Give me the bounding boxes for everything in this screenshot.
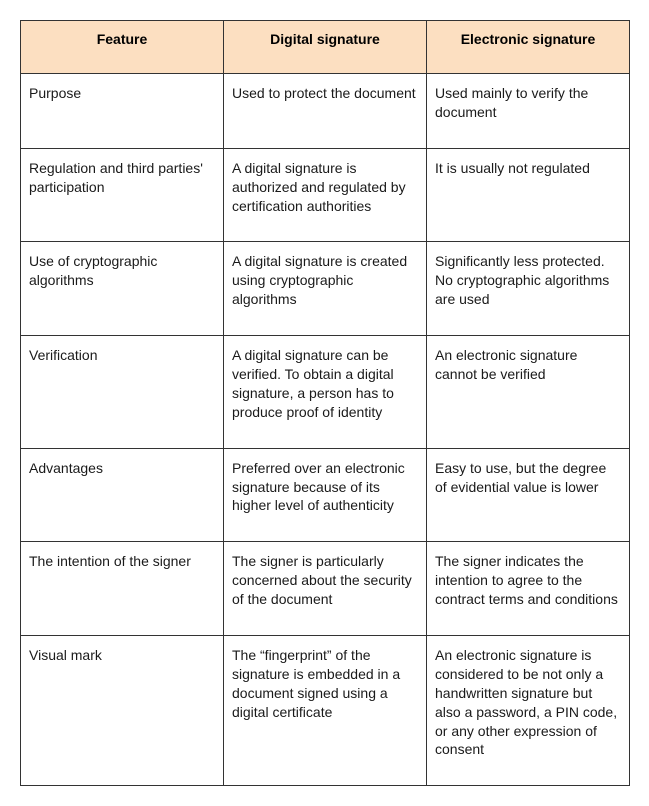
- cell-electronic: An electronic signature is considered to…: [427, 636, 630, 786]
- cell-digital: The signer is particularly concerned abo…: [224, 542, 427, 636]
- cell-feature: The intention of the signer: [21, 542, 224, 636]
- cell-electronic: An electronic signature cannot be verifi…: [427, 336, 630, 449]
- cell-feature: Purpose: [21, 74, 224, 149]
- col-header-electronic: Electronic signature: [427, 21, 630, 74]
- cell-electronic: The signer indicates the intention to ag…: [427, 542, 630, 636]
- cell-electronic: It is usually not regulated: [427, 148, 630, 242]
- cell-electronic: Easy to use, but the degree of evidentia…: [427, 448, 630, 542]
- cell-digital: A digital signature is authorized and re…: [224, 148, 427, 242]
- cell-digital: The “fingerprint” of the signature is em…: [224, 636, 427, 786]
- cell-digital: Used to protect the document: [224, 74, 427, 149]
- cell-feature: Regulation and third parties' participat…: [21, 148, 224, 242]
- cell-digital: A digital signature can be verified. To …: [224, 336, 427, 449]
- table-row: Use of cryptographic algorithms A digita…: [21, 242, 630, 336]
- cell-digital: Preferred over an electronic signature b…: [224, 448, 427, 542]
- table-row: Visual mark The “fingerprint” of the sig…: [21, 636, 630, 786]
- cell-electronic: Used mainly to verify the document: [427, 74, 630, 149]
- cell-feature: Verification: [21, 336, 224, 449]
- cell-feature: Visual mark: [21, 636, 224, 786]
- table-row: Regulation and third parties' participat…: [21, 148, 630, 242]
- table-header: Feature Digital signature Electronic sig…: [21, 21, 630, 74]
- cell-electronic: Significantly less protected. No cryptog…: [427, 242, 630, 336]
- cell-feature: Advantages: [21, 448, 224, 542]
- table-row: Verification A digital signature can be …: [21, 336, 630, 449]
- signature-comparison-table: Feature Digital signature Electronic sig…: [20, 20, 630, 786]
- cell-feature: Use of cryptographic algorithms: [21, 242, 224, 336]
- table-row: Purpose Used to protect the document Use…: [21, 74, 630, 149]
- col-header-feature: Feature: [21, 21, 224, 74]
- table-row: Advantages Preferred over an electronic …: [21, 448, 630, 542]
- col-header-digital: Digital signature: [224, 21, 427, 74]
- cell-digital: A digital signature is created using cry…: [224, 242, 427, 336]
- table-body: Purpose Used to protect the document Use…: [21, 74, 630, 786]
- table-row: The intention of the signer The signer i…: [21, 542, 630, 636]
